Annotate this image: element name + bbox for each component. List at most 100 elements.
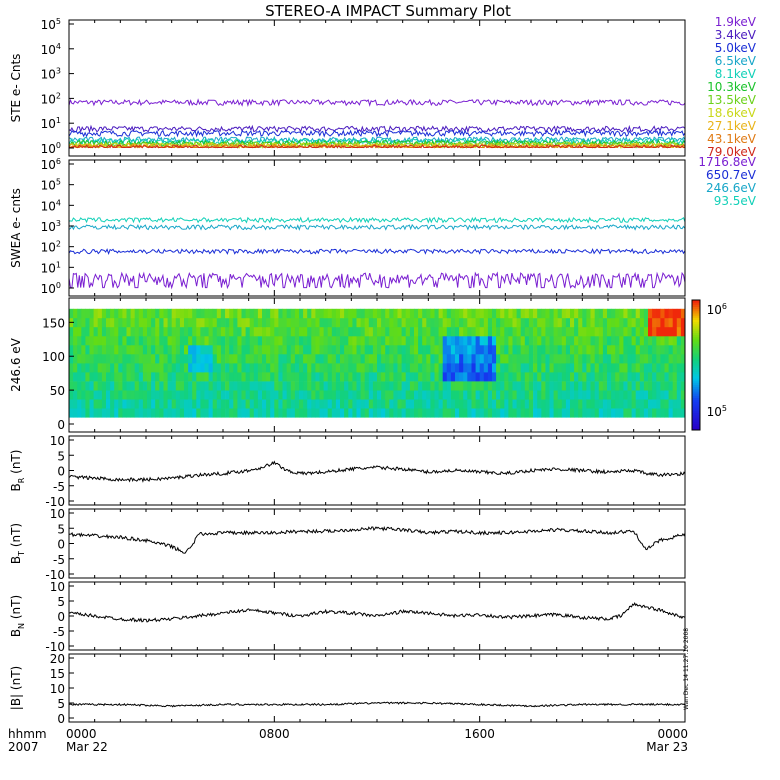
colorbar-step xyxy=(692,386,700,390)
ste-ytick-label: 101 xyxy=(41,116,61,131)
pad-ytick-label: 50 xyxy=(50,384,65,398)
pad-cell xyxy=(381,308,386,319)
pad-cell xyxy=(418,390,423,400)
pad-cell xyxy=(446,399,452,409)
pad-cell xyxy=(241,354,246,364)
pad-cell xyxy=(101,399,107,409)
colorbar-step xyxy=(692,349,700,353)
pad-cell xyxy=(389,308,394,319)
tick-exponent: 6 xyxy=(722,302,727,311)
pad-cell xyxy=(471,390,476,400)
pad-cell xyxy=(533,317,538,328)
pad-cell xyxy=(561,408,567,418)
pad-cell xyxy=(286,381,292,391)
pad-cell xyxy=(467,381,472,391)
pad-cell xyxy=(89,344,94,355)
pad-cell xyxy=(344,308,349,319)
tick-exponent: 4 xyxy=(56,42,61,51)
pad-cell xyxy=(163,390,168,400)
pad-cell xyxy=(537,317,542,328)
pad-cell xyxy=(549,344,554,355)
pad-cell xyxy=(459,399,464,409)
swea-ytick-label: 105 xyxy=(41,178,61,193)
pad-cell xyxy=(397,372,402,382)
pad-cell xyxy=(574,317,579,328)
pad-cell xyxy=(249,308,255,319)
pad-cell xyxy=(533,363,538,373)
pad-cell xyxy=(524,326,530,337)
pad-cell xyxy=(200,363,205,373)
pad-cell xyxy=(319,335,324,346)
pad-cell xyxy=(434,372,439,382)
tick-exponent: 4 xyxy=(56,198,61,207)
pad-cell xyxy=(69,381,74,391)
pad-cell xyxy=(110,399,115,409)
pad-cell xyxy=(565,408,571,418)
pad-cell xyxy=(561,326,567,337)
pad-cell xyxy=(586,308,591,319)
pad-cell xyxy=(89,372,94,382)
pad-cell xyxy=(200,381,205,391)
ylabel-main: B xyxy=(9,556,23,564)
pad-cell xyxy=(602,408,608,418)
pad-cell xyxy=(237,390,242,400)
pad-cell xyxy=(179,344,185,355)
pad-cell xyxy=(676,408,682,418)
pad-cell xyxy=(245,372,251,382)
pad-cell xyxy=(475,390,481,400)
pad-cell xyxy=(594,317,600,328)
pad-cell xyxy=(208,408,214,418)
pad-cell xyxy=(607,317,612,328)
pad-cell xyxy=(594,399,600,409)
pad-cell xyxy=(200,399,205,409)
pad-cell xyxy=(307,317,312,328)
pad-cell xyxy=(335,344,341,355)
pad-cell xyxy=(389,317,394,328)
pad-cell xyxy=(73,399,78,409)
pad-cell xyxy=(147,408,152,418)
colorbar-step xyxy=(692,369,700,372)
pad-cell xyxy=(598,308,604,319)
pad-cell xyxy=(286,399,292,409)
pad-cell xyxy=(344,372,349,382)
pad-cell xyxy=(438,354,444,364)
pad-cell xyxy=(672,399,678,409)
pad-cell xyxy=(241,335,246,346)
pad-cell xyxy=(270,344,275,355)
pad-cell xyxy=(582,390,587,400)
pad-cell xyxy=(643,372,649,382)
pad-cell xyxy=(372,317,378,328)
pad-cell xyxy=(106,335,111,346)
pad-cell xyxy=(348,354,353,364)
pad-cell xyxy=(639,408,645,418)
pad-cell xyxy=(537,326,542,337)
pad-cell xyxy=(648,344,653,355)
pad-cell xyxy=(422,344,427,355)
pad-cell xyxy=(418,326,423,337)
bt-ytick-label: 5 xyxy=(57,522,65,536)
pad-cell xyxy=(553,354,559,364)
pad-cell xyxy=(438,344,444,355)
pad-cell xyxy=(307,390,312,400)
pad-cell xyxy=(335,381,341,391)
colorbar-step xyxy=(692,332,700,336)
pad-cell xyxy=(188,408,193,418)
pad-cell xyxy=(533,399,538,409)
pad-cell xyxy=(225,390,230,400)
pad-cell xyxy=(426,363,431,373)
pad-cell xyxy=(463,390,468,400)
pad-cell xyxy=(512,344,517,355)
ste-legend-6.5keV: 6.5keV xyxy=(715,54,757,68)
pad-cell xyxy=(430,308,435,319)
pad-cell xyxy=(643,408,649,418)
pad-cell xyxy=(483,354,489,364)
pad-cell xyxy=(106,317,111,328)
pad-cell xyxy=(352,335,357,346)
pad-cell xyxy=(455,317,460,328)
pad-cell xyxy=(565,399,571,409)
pad-cell xyxy=(270,326,275,337)
pad-cell xyxy=(553,326,559,337)
pad-cell xyxy=(512,408,517,418)
pad-cell xyxy=(627,390,632,400)
pad-cell xyxy=(122,308,127,319)
